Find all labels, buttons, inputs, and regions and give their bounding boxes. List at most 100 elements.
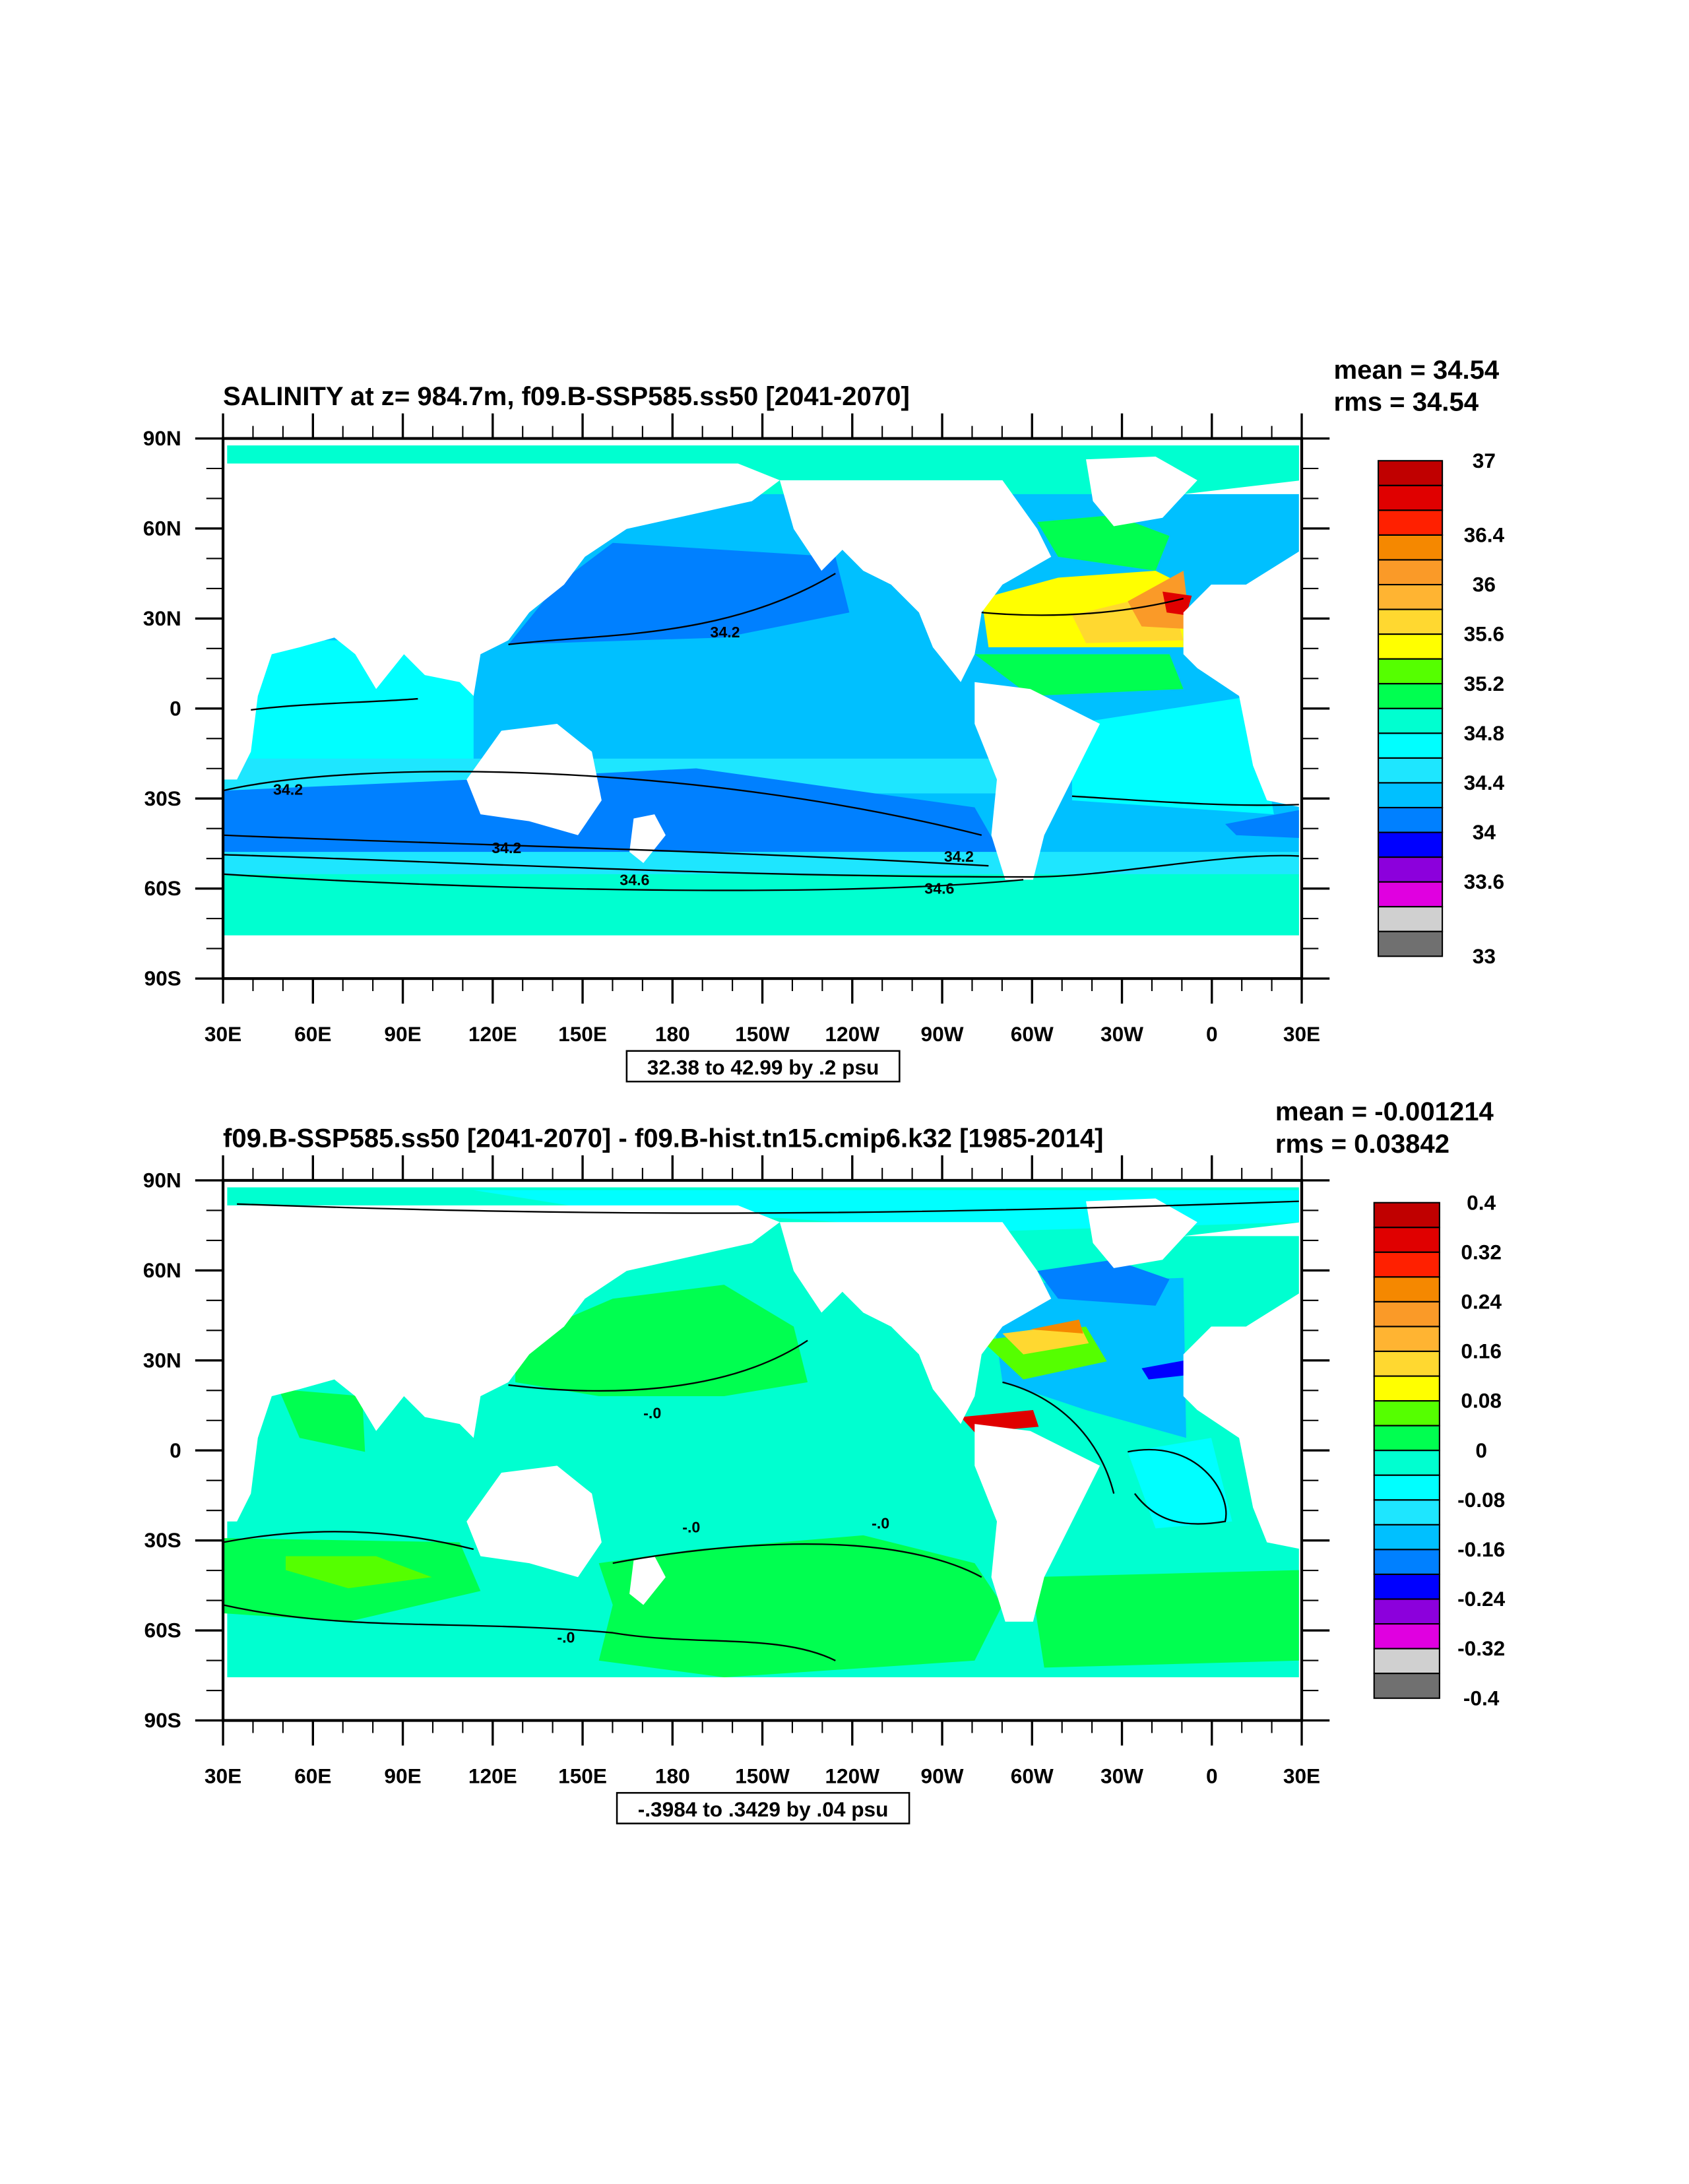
info-text: -.3984 to .3429 by .04 psu: [638, 1797, 889, 1821]
colorbar-box: [1373, 1623, 1440, 1650]
colorbar-box: [1373, 1227, 1440, 1253]
colorbar-box: [1373, 1573, 1440, 1600]
x-tick-label: 150E: [558, 1764, 607, 1787]
y-tick-label: 90N: [143, 1169, 181, 1192]
plot-title: f09.B-SSP585.ss50 [2041-2070] - f09.B-hi…: [223, 1124, 1103, 1153]
colorbar-label: -0.16: [1457, 1537, 1505, 1561]
colorbar-box: [1377, 906, 1444, 932]
x-tick-label: 90E: [384, 1764, 421, 1787]
x-tick-label: 60W: [1011, 1764, 1054, 1787]
colorbar-box: [1373, 1450, 1440, 1476]
colorbar-box: [1377, 633, 1444, 660]
colorbar-label: 0: [1475, 1438, 1487, 1462]
y-tick-label: 60S: [144, 1619, 181, 1642]
x-tick-label: 90W: [921, 1022, 964, 1046]
contour-label: 34.6: [620, 872, 649, 889]
contour-label: -.0: [682, 1519, 700, 1536]
map-field: [222, 1182, 1302, 1719]
y-tick-label: 90S: [144, 1708, 181, 1732]
colorbar-label: -0.32: [1457, 1636, 1505, 1660]
colorbar-label: -0.4: [1463, 1686, 1500, 1710]
x-tick-label: 30W: [1100, 1764, 1143, 1787]
colorbar-label: 34: [1473, 820, 1496, 844]
contour-label: 34.2: [273, 781, 303, 798]
colorbar-label: 0.32: [1461, 1240, 1502, 1264]
colorbar-box: [1373, 1524, 1440, 1551]
x-tick-label: 90W: [921, 1764, 964, 1787]
colorbar-box: [1377, 683, 1444, 709]
y-tick-label: 90N: [143, 426, 181, 450]
y-tick-label: 30S: [144, 1528, 181, 1552]
colorbar-box: [1373, 1549, 1440, 1576]
y-tick-label: 0: [170, 1438, 181, 1462]
colorbar-box: [1373, 1400, 1440, 1427]
colorbar-label: 0.16: [1461, 1339, 1502, 1363]
x-tick-label: 150W: [735, 1764, 790, 1787]
x-tick-label: 180: [655, 1764, 690, 1787]
colorbar-box: [1373, 1375, 1440, 1402]
colorbar-box: [1373, 1202, 1440, 1229]
colorbar-box: [1373, 1326, 1440, 1353]
difference-panel: f09.B-SSP585.ss50 [2041-2070] - f09.B-hi…: [143, 1097, 1506, 1824]
colorbar-box: [1377, 608, 1444, 635]
colorbar-box: [1373, 1673, 1440, 1699]
rms-stat: rms = 34.54: [1334, 387, 1479, 416]
colorbar-box: [1377, 583, 1444, 610]
colorbar-label: 0.24: [1461, 1289, 1502, 1313]
colorbar-box: [1373, 1301, 1440, 1328]
contour-label: 34.6: [924, 880, 954, 897]
colorbar-box: [1377, 782, 1444, 809]
mean-stat: mean = -0.001214: [1275, 1097, 1494, 1126]
colorbar-box: [1373, 1276, 1440, 1302]
colorbar-label: 33: [1473, 944, 1496, 968]
y-tick-label: 60N: [143, 517, 181, 540]
x-tick-label: 120W: [825, 1022, 879, 1046]
colorbar-box: [1373, 1425, 1440, 1452]
x-tick-label: 30W: [1100, 1022, 1143, 1046]
colorbar-box: [1377, 707, 1444, 734]
colorbar-box: [1377, 509, 1444, 536]
mean-stat: mean = 34.54: [1334, 356, 1500, 385]
rms-stat: rms = 0.03842: [1275, 1130, 1450, 1159]
y-tick-label: 30N: [143, 1348, 181, 1372]
x-tick-label: 120W: [825, 1764, 879, 1787]
contour-label: 34.2: [710, 624, 740, 641]
y-tick-label: 60N: [143, 1258, 181, 1282]
colorbar-box: [1373, 1251, 1440, 1278]
colorbar-box: [1373, 1648, 1440, 1675]
colorbar-box: [1377, 559, 1444, 586]
contour-label: -.0: [557, 1628, 575, 1646]
x-tick-label: 0: [1206, 1022, 1218, 1046]
colorbar-box: [1373, 1350, 1440, 1377]
y-tick-label: 0: [170, 696, 181, 720]
x-tick-label: 150E: [558, 1022, 607, 1046]
colorbar-label: 0.08: [1461, 1389, 1502, 1413]
x-tick-label: 30E: [205, 1022, 241, 1046]
y-tick-label: 30S: [144, 787, 181, 810]
colorbar-box: [1377, 658, 1444, 685]
plot-title: SALINITY at z= 984.7m, f09.B-SSP585.ss50…: [223, 382, 910, 411]
colorbar-box: [1373, 1474, 1440, 1501]
colorbar-box: [1377, 831, 1444, 858]
x-tick-label: 150W: [735, 1022, 790, 1046]
salinity-panel: SALINITY at z= 984.7m, f09.B-SSP585.ss50…: [143, 356, 1505, 1083]
x-tick-label: 120E: [468, 1764, 517, 1787]
info-box: [616, 1791, 910, 1824]
colorbar-label: -0.08: [1457, 1488, 1505, 1512]
colorbar-label: 35.6: [1464, 622, 1505, 646]
contour-label: 34.2: [492, 839, 521, 856]
map-field: [222, 439, 1302, 977]
x-tick-label: 30E: [1283, 1764, 1320, 1787]
x-tick-label: 180: [655, 1022, 690, 1046]
colorbar-label: -0.24: [1457, 1587, 1505, 1611]
colorbar-box: [1377, 484, 1444, 511]
info-box: [625, 1050, 901, 1083]
x-tick-label: 90E: [384, 1022, 421, 1046]
colorbar-box: [1373, 1598, 1440, 1625]
colorbar-label: 37: [1473, 449, 1496, 472]
colorbar-label: 0.4: [1467, 1190, 1496, 1214]
colorbar-box: [1377, 806, 1444, 833]
colorbar-label: 36: [1473, 573, 1496, 596]
colorbar-box: [1377, 757, 1444, 784]
